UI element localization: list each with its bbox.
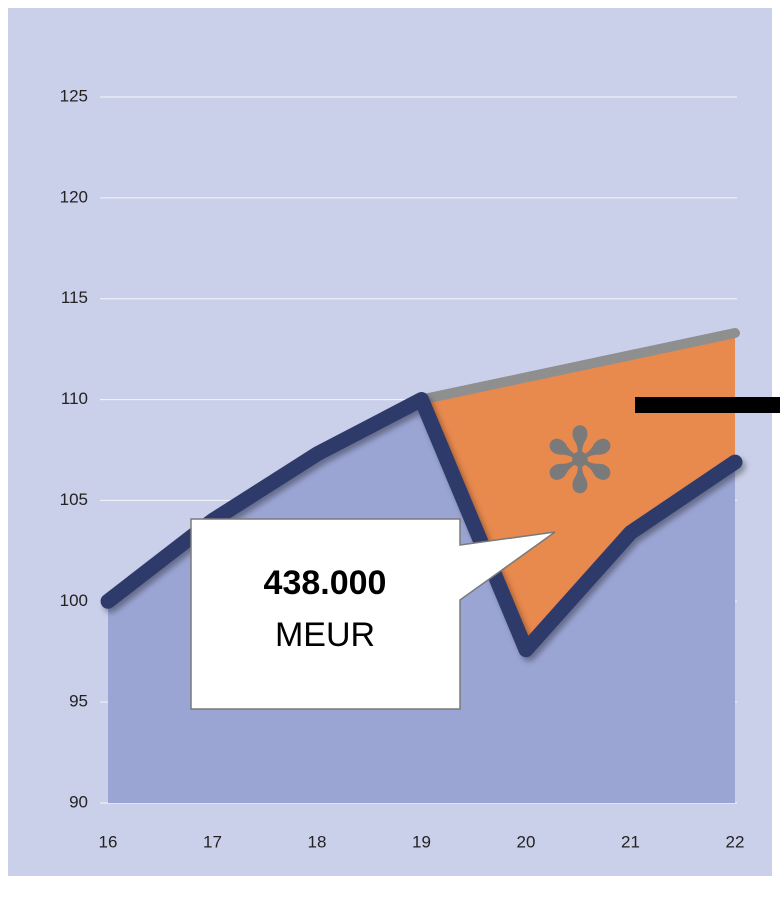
line (416, 328, 740, 405)
x-tick-label: 19 (412, 832, 431, 851)
y-tick-label: 100 (60, 591, 88, 610)
x-tick-label: 17 (203, 832, 222, 851)
callout-box (190, 518, 556, 710)
y-tick-label: 95 (69, 692, 88, 711)
callout-value: 438.000 (264, 564, 387, 602)
black-bar (635, 397, 780, 413)
y-tick-label: 120 (60, 187, 88, 206)
y-tick-label: 90 (69, 792, 88, 811)
callout: 438.000 MEUR (190, 518, 556, 710)
callout-unit: MEUR (275, 616, 375, 654)
x-tick-label: 22 (726, 832, 745, 851)
x-tick-label: 21 (621, 832, 640, 851)
y-tick-label: 125 (60, 86, 88, 105)
x-tick-label: 20 (517, 832, 536, 851)
asterisk: ✻ (542, 412, 617, 512)
y-tick-label: 105 (60, 490, 88, 509)
x-tick-label: 18 (308, 832, 327, 851)
y-tick-label: 115 (61, 288, 88, 307)
x-tick-label: 16 (99, 832, 118, 851)
y-tick-label: 110 (61, 389, 88, 408)
